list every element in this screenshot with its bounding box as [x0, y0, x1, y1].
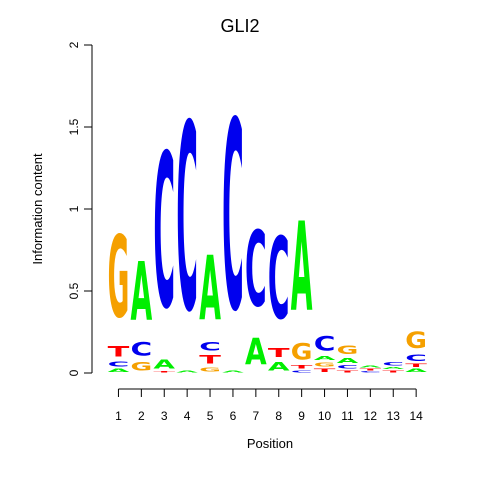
logo-letter-G: G — [337, 343, 359, 356]
logo-letter-C: C — [360, 371, 382, 373]
logo-letter-C: C — [108, 360, 130, 368]
y-tick-label: 1 — [67, 205, 81, 212]
logo-letter-T: T — [360, 368, 383, 371]
logo-letter-C: C — [222, 67, 244, 369]
logo-letter-C: C — [131, 338, 153, 360]
x-tick-label: 1 — [115, 409, 122, 423]
logo-letter-A: A — [245, 331, 267, 374]
x-axis: 1 2 3 4 5 6 7 8 9 10 11 12 13 14 — [115, 388, 423, 423]
logo-letter-A: A — [222, 370, 245, 373]
logo-letter-A: A — [268, 360, 290, 373]
x-axis-label: Position — [247, 436, 293, 451]
x-tick-label: 4 — [184, 409, 191, 423]
y-tick-label: 0.5 — [67, 282, 81, 299]
logo-letter-C: C — [405, 354, 427, 364]
logo-letter-G: G — [108, 213, 130, 344]
y-tick-label: 2 — [67, 41, 81, 48]
x-tick-label: 8 — [275, 409, 282, 423]
logo-letter-C: C — [291, 370, 313, 373]
logo-letter-C: C — [153, 110, 175, 357]
logo-letter-A: A — [199, 238, 221, 340]
logo-letter-C: C — [268, 216, 290, 346]
x-tick-label: 5 — [207, 409, 214, 423]
y-tick-label: 1.5 — [67, 118, 81, 135]
logo-letter-G: G — [131, 360, 153, 373]
x-tick-label: 3 — [161, 409, 168, 423]
chart-title: GLI2 — [220, 16, 259, 36]
logo-letter-C: C — [382, 361, 404, 366]
y-axis: 0 0.5 1 1.5 2 — [67, 41, 93, 376]
x-tick-label: 14 — [409, 409, 423, 423]
logo-letter-A: A — [337, 357, 359, 365]
logo-letter-G: G — [314, 361, 336, 368]
x-tick-label: 2 — [138, 409, 145, 423]
x-tick-label: 9 — [298, 409, 305, 423]
logo-letter-A: A — [314, 355, 336, 362]
logo-letter-T: T — [268, 345, 290, 360]
logo-letter-C: C — [245, 209, 267, 330]
x-tick-label: 11 — [341, 409, 354, 423]
logo-letter-T: T — [108, 343, 130, 360]
logo-letter-A: A — [108, 368, 130, 373]
logo-letter-A: A — [405, 368, 427, 373]
logo-letter-T: T — [153, 371, 176, 373]
logo-letter-C: C — [176, 72, 198, 370]
logo-letter-C: C — [199, 341, 221, 354]
logo-letter-A: A — [382, 367, 405, 370]
logo-letter-A: A — [153, 357, 175, 372]
y-axis-label: Information content — [30, 153, 45, 265]
logo-letter-A: A — [176, 370, 199, 373]
logo-letter-T: T — [199, 353, 222, 366]
x-tick-label: 12 — [364, 409, 378, 423]
logo-letter-C: C — [314, 332, 336, 355]
logo-letter-G: G — [291, 338, 313, 365]
x-tick-label: 7 — [253, 409, 260, 423]
logo-letter-T: T — [405, 363, 427, 368]
logo-letter-T: T — [337, 370, 360, 373]
logo-letter-T: T — [291, 365, 313, 370]
x-tick-label: 13 — [387, 409, 401, 423]
logo-letter-A: A — [291, 196, 313, 338]
logo-letter-C: C — [337, 365, 359, 370]
x-tick-label: 10 — [318, 409, 332, 423]
logo-letter-T: T — [314, 368, 336, 373]
logo-letter-A: A — [131, 246, 153, 339]
logo-letter-A: A — [360, 365, 383, 368]
logo-letter-G: G — [405, 327, 427, 354]
x-tick-label: 6 — [230, 409, 237, 423]
logo-letter-G: G — [199, 366, 221, 373]
y-tick-label: 0 — [67, 369, 81, 376]
logo-letter-T: T — [382, 370, 405, 373]
